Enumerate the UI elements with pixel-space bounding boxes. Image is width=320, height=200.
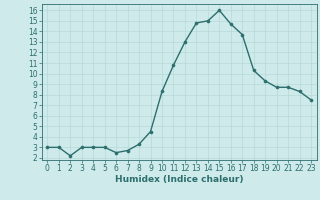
X-axis label: Humidex (Indice chaleur): Humidex (Indice chaleur) bbox=[115, 175, 244, 184]
